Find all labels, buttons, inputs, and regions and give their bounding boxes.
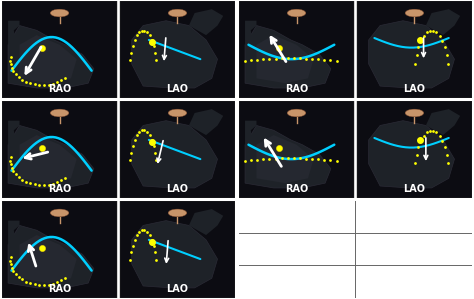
FancyBboxPatch shape xyxy=(239,1,354,97)
Polygon shape xyxy=(8,21,19,45)
Polygon shape xyxy=(132,221,218,288)
Polygon shape xyxy=(8,25,94,88)
FancyBboxPatch shape xyxy=(120,101,235,198)
Polygon shape xyxy=(256,135,314,183)
Text: LAO: LAO xyxy=(166,84,189,94)
Circle shape xyxy=(50,109,69,117)
FancyBboxPatch shape xyxy=(120,202,235,298)
FancyBboxPatch shape xyxy=(2,101,117,198)
Polygon shape xyxy=(245,121,256,145)
Polygon shape xyxy=(8,121,19,145)
Text: 2b: 2b xyxy=(288,242,307,257)
Polygon shape xyxy=(256,35,314,83)
FancyBboxPatch shape xyxy=(120,1,235,97)
Circle shape xyxy=(405,9,424,17)
Polygon shape xyxy=(189,109,223,135)
Circle shape xyxy=(50,209,69,217)
Polygon shape xyxy=(8,126,94,188)
FancyBboxPatch shape xyxy=(357,101,472,198)
Polygon shape xyxy=(189,209,223,235)
FancyBboxPatch shape xyxy=(2,202,117,298)
Polygon shape xyxy=(189,9,223,35)
Circle shape xyxy=(287,9,306,17)
Circle shape xyxy=(405,109,424,117)
Circle shape xyxy=(168,209,187,217)
Text: LAO: LAO xyxy=(166,184,189,194)
Circle shape xyxy=(287,109,306,117)
Polygon shape xyxy=(8,221,19,245)
Text: LAO: LAO xyxy=(403,84,426,94)
Polygon shape xyxy=(132,21,218,88)
Text: LAO: LAO xyxy=(166,284,189,294)
Polygon shape xyxy=(19,35,77,83)
Circle shape xyxy=(50,9,69,17)
FancyBboxPatch shape xyxy=(239,101,354,198)
Text: RAO: RAO xyxy=(285,184,308,194)
Polygon shape xyxy=(369,121,455,188)
FancyBboxPatch shape xyxy=(357,1,472,97)
Polygon shape xyxy=(245,126,331,188)
Polygon shape xyxy=(426,109,460,135)
Polygon shape xyxy=(369,21,455,88)
Text: LAO: LAO xyxy=(403,184,426,194)
Text: RAO: RAO xyxy=(48,184,71,194)
Text: 2e: 2e xyxy=(404,242,423,257)
Polygon shape xyxy=(19,135,77,183)
Text: RAO: RAO xyxy=(48,284,71,294)
Polygon shape xyxy=(245,21,256,45)
Text: 2c: 2c xyxy=(288,274,306,289)
Polygon shape xyxy=(19,235,77,283)
FancyBboxPatch shape xyxy=(2,1,117,97)
Text: RAO: RAO xyxy=(285,84,308,94)
Polygon shape xyxy=(132,121,218,188)
Circle shape xyxy=(168,109,187,117)
Polygon shape xyxy=(8,225,94,288)
Circle shape xyxy=(168,9,187,17)
Text: 2d: 2d xyxy=(404,210,423,225)
Polygon shape xyxy=(245,25,331,88)
Text: 2a: 2a xyxy=(288,210,307,225)
Polygon shape xyxy=(426,9,460,35)
Text: RAO: RAO xyxy=(48,84,71,94)
